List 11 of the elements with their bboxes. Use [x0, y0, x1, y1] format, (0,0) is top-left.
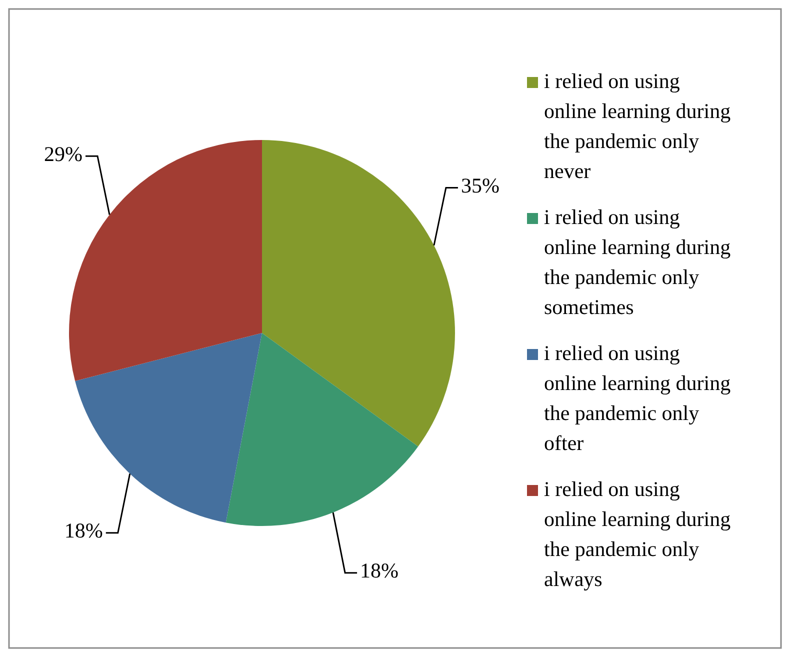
legend-label: i relied on using online learning during the pandemic only ofter	[544, 341, 732, 455]
legend-label: i relied on using online learning during the pandemic only always	[544, 477, 732, 591]
data-label: 18%	[64, 518, 103, 543]
data-label: 18%	[360, 558, 399, 583]
data-label: 29%	[44, 142, 82, 166]
data-label: 35%	[460, 174, 500, 198]
legend-label: i relied on using online learning during the pandemic only sometimes	[544, 205, 732, 319]
pie-slice	[262, 140, 455, 446]
pie-slice	[226, 333, 418, 526]
pie-slice	[75, 333, 262, 523]
legend-label: i relied on using online learning during the pandemic only never	[544, 69, 732, 183]
